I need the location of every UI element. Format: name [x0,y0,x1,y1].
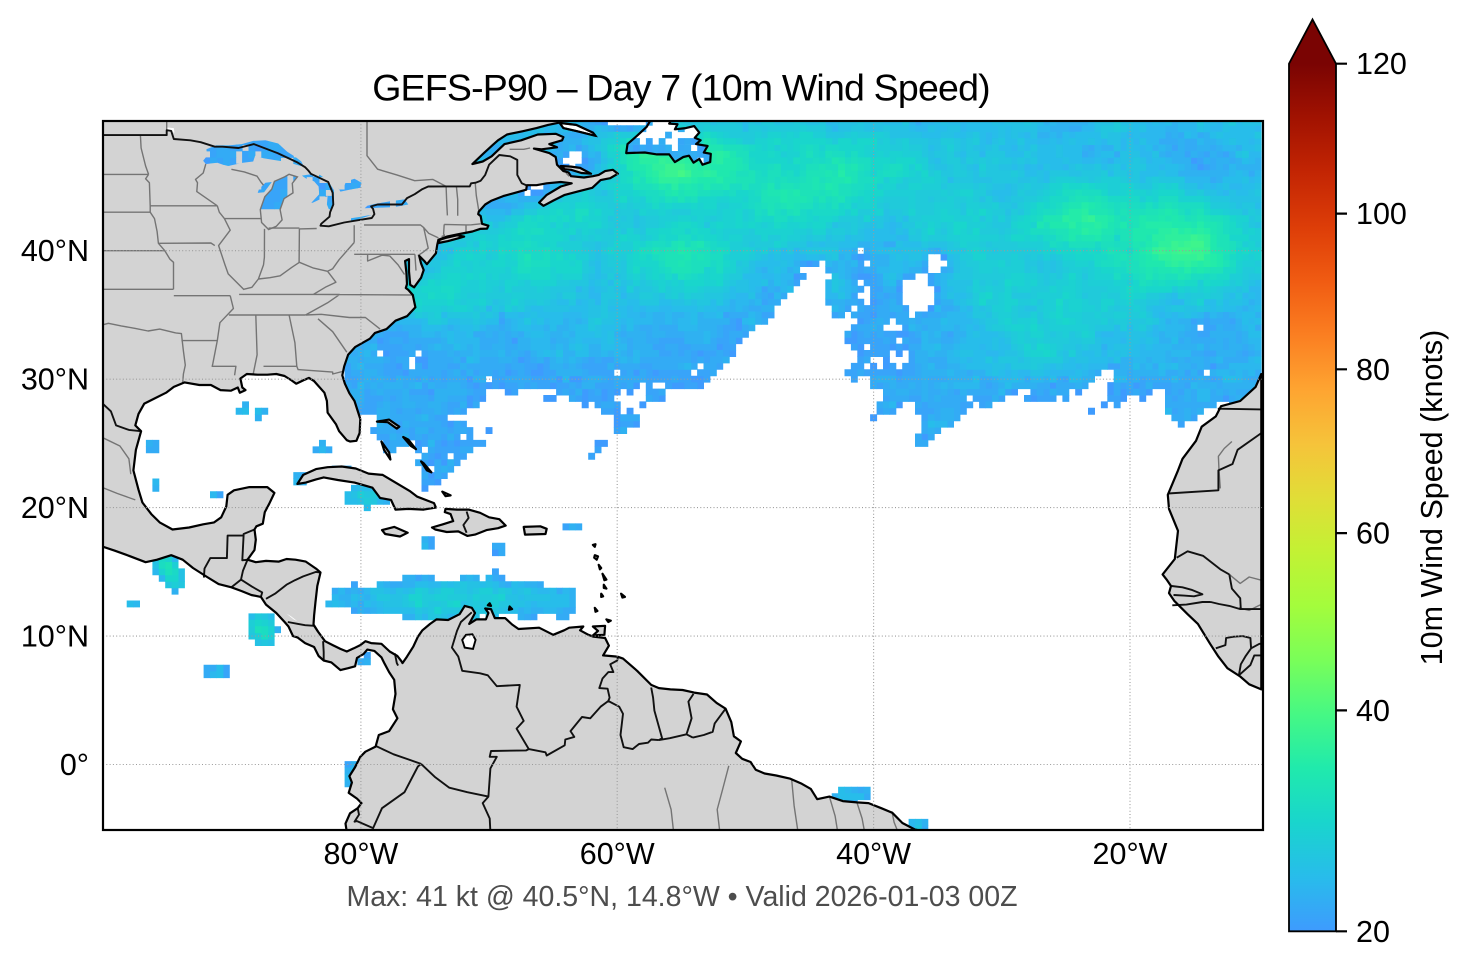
svg-text:20°W: 20°W [1093,837,1168,871]
svg-text:Max: 41 kt @ 40.5°N, 14.8°W •: Max: 41 kt @ 40.5°N, 14.8°W • Valid 2026… [346,881,1017,913]
svg-text:GEFS-P90 – Day 7 (10m Wind Spe: GEFS-P90 – Day 7 (10m Wind Speed) [372,67,990,109]
svg-text:10m Wind Speed (knots): 10m Wind Speed (knots) [1415,330,1449,666]
svg-text:10°N: 10°N [21,620,89,654]
svg-text:80: 80 [1356,353,1390,387]
svg-text:60°W: 60°W [580,837,655,871]
svg-text:40°N: 40°N [21,234,89,268]
svg-text:120: 120 [1356,47,1407,81]
svg-text:60: 60 [1356,517,1390,551]
svg-text:20°N: 20°N [21,491,89,525]
svg-text:40: 40 [1356,694,1390,728]
svg-text:30°N: 30°N [21,363,89,397]
svg-text:20: 20 [1356,915,1390,949]
svg-text:80°W: 80°W [323,837,398,871]
svg-text:0°: 0° [60,748,89,782]
svg-text:100: 100 [1356,197,1407,231]
svg-text:40°W: 40°W [836,837,911,871]
